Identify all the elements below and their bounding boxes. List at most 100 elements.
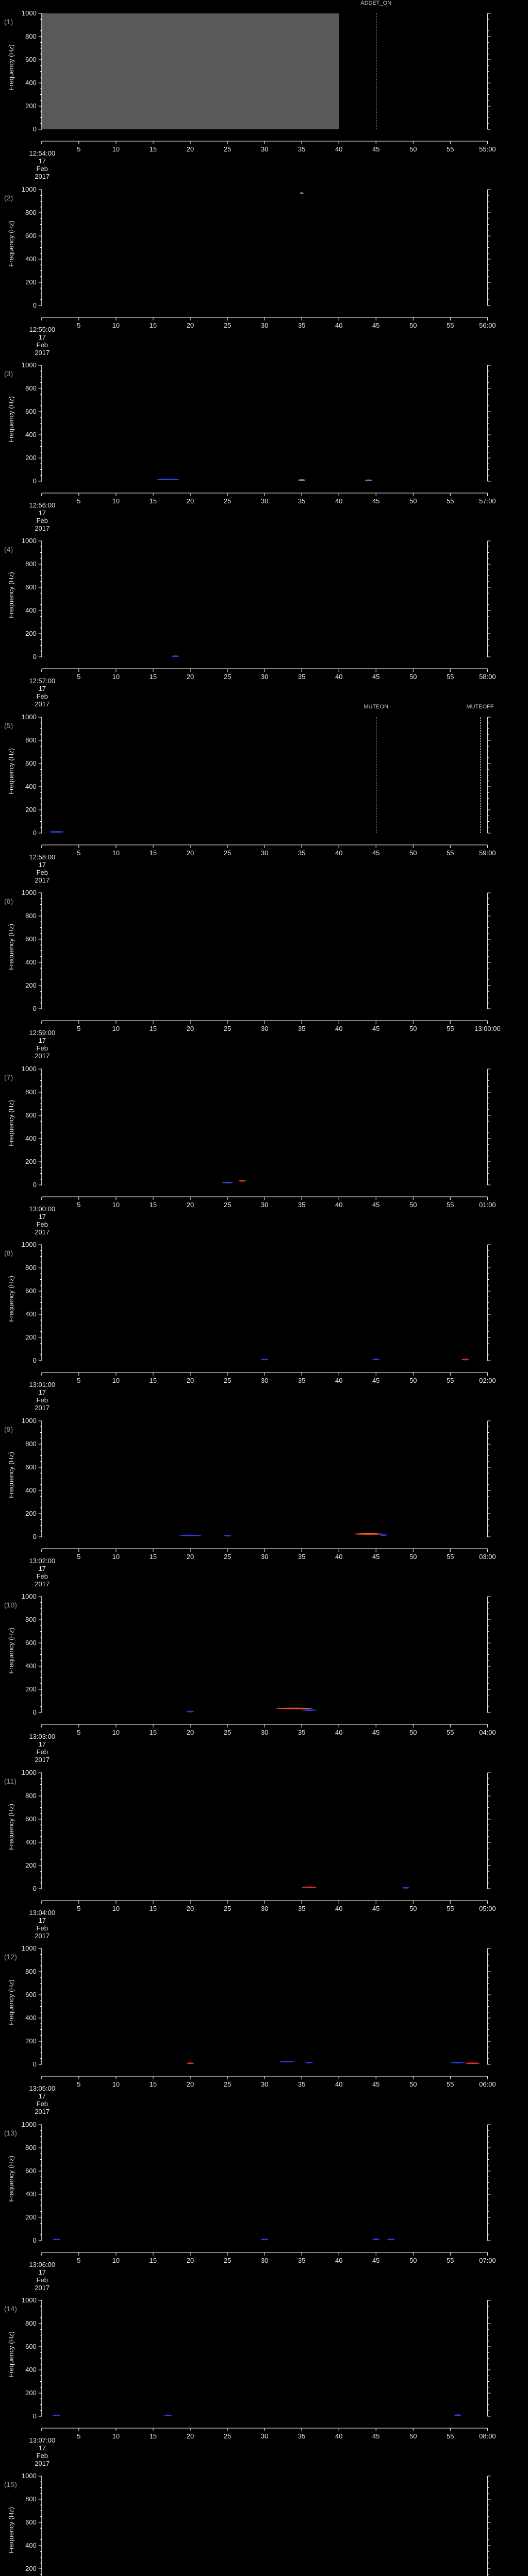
svg-text:25: 25 <box>224 1377 231 1384</box>
svg-text:15: 15 <box>150 673 157 681</box>
svg-text:55: 55 <box>447 497 454 505</box>
svg-text:45: 45 <box>372 2257 380 2264</box>
svg-text:45: 45 <box>372 321 380 329</box>
svg-text:0: 0 <box>33 1005 37 1012</box>
svg-text:800: 800 <box>25 1264 37 1272</box>
svg-text:45: 45 <box>372 497 380 505</box>
svg-text:400: 400 <box>25 2366 37 2374</box>
svg-text:15: 15 <box>150 145 157 153</box>
svg-text:20: 20 <box>187 321 194 329</box>
svg-text:10: 10 <box>112 145 120 153</box>
svg-text:30: 30 <box>261 849 268 857</box>
svg-text:15: 15 <box>150 849 157 857</box>
svg-text:56:00: 56:00 <box>479 321 496 329</box>
svg-text:1000: 1000 <box>22 2121 37 2128</box>
svg-text:30: 30 <box>261 1377 268 1384</box>
svg-text:400: 400 <box>25 79 37 87</box>
svg-text:20: 20 <box>187 1728 194 1736</box>
svg-text:06:00: 06:00 <box>479 2080 496 2088</box>
svg-text:20: 20 <box>187 673 194 681</box>
svg-text:10: 10 <box>112 321 120 329</box>
svg-text:20: 20 <box>187 1201 194 1209</box>
svg-text:30: 30 <box>261 145 268 153</box>
svg-text:400: 400 <box>25 2014 37 2022</box>
svg-text:55: 55 <box>447 2257 454 2264</box>
svg-text:20: 20 <box>187 2080 194 2088</box>
svg-text:50: 50 <box>409 1905 417 1912</box>
svg-text:50: 50 <box>409 1025 417 1032</box>
svg-text:40: 40 <box>335 2257 342 2264</box>
svg-text:25: 25 <box>224 1553 231 1561</box>
svg-text:35: 35 <box>298 2080 305 2088</box>
svg-text:5: 5 <box>77 1025 80 1032</box>
svg-text:30: 30 <box>261 1553 268 1561</box>
svg-text:25: 25 <box>224 2432 231 2440</box>
svg-text:59:00: 59:00 <box>479 849 496 857</box>
svg-text:600: 600 <box>25 232 37 240</box>
svg-text:400: 400 <box>25 431 37 438</box>
svg-text:600: 600 <box>25 2518 37 2526</box>
svg-text:400: 400 <box>25 606 37 614</box>
svg-text:45: 45 <box>372 1553 380 1561</box>
svg-text:45: 45 <box>372 1025 380 1032</box>
svg-text:55: 55 <box>447 1728 454 1736</box>
svg-text:400: 400 <box>25 958 37 966</box>
svg-text:30: 30 <box>261 2080 268 2088</box>
svg-text:1000: 1000 <box>22 1065 37 1073</box>
svg-text:35: 35 <box>298 1025 305 1032</box>
svg-text:200: 200 <box>25 1333 37 1341</box>
svg-text:10: 10 <box>112 1201 120 1209</box>
svg-text:40: 40 <box>335 497 342 505</box>
svg-text:800: 800 <box>25 2144 37 2151</box>
svg-text:800: 800 <box>25 1616 37 1623</box>
svg-text:50: 50 <box>409 2257 417 2264</box>
svg-text:10: 10 <box>112 1728 120 1736</box>
svg-text:600: 600 <box>25 1287 37 1295</box>
svg-text:55: 55 <box>447 145 454 153</box>
svg-text:15: 15 <box>150 1025 157 1032</box>
svg-text:40: 40 <box>335 1553 342 1561</box>
svg-text:5: 5 <box>77 2432 80 2440</box>
svg-text:200: 200 <box>25 2213 37 2221</box>
svg-text:15: 15 <box>150 1201 157 1209</box>
svg-text:03:00: 03:00 <box>479 1553 496 1561</box>
svg-text:35: 35 <box>298 2257 305 2264</box>
svg-text:1000: 1000 <box>22 1944 37 1952</box>
svg-text:15: 15 <box>150 1905 157 1912</box>
svg-text:800: 800 <box>25 32 37 40</box>
svg-text:45: 45 <box>372 1201 380 1209</box>
svg-text:600: 600 <box>25 1463 37 1471</box>
svg-text:5: 5 <box>77 1201 80 1209</box>
svg-text:0: 0 <box>33 2236 37 2244</box>
svg-text:40: 40 <box>335 673 342 681</box>
svg-text:55: 55 <box>447 2432 454 2440</box>
svg-text:55: 55 <box>447 321 454 329</box>
svg-text:800: 800 <box>25 209 37 216</box>
svg-text:200: 200 <box>25 2037 37 2045</box>
svg-text:58:00: 58:00 <box>479 673 496 681</box>
svg-text:1000: 1000 <box>22 1417 37 1425</box>
svg-text:800: 800 <box>25 1088 37 1096</box>
svg-text:45: 45 <box>372 1905 380 1912</box>
svg-text:200: 200 <box>25 1685 37 1693</box>
svg-text:200: 200 <box>25 630 37 637</box>
svg-text:30: 30 <box>261 321 268 329</box>
svg-text:200: 200 <box>25 278 37 286</box>
svg-text:45: 45 <box>372 1377 380 1384</box>
svg-text:5: 5 <box>77 145 80 153</box>
svg-text:10: 10 <box>112 1553 120 1561</box>
svg-text:40: 40 <box>335 1025 342 1032</box>
svg-text:35: 35 <box>298 1201 305 1209</box>
svg-text:50: 50 <box>409 497 417 505</box>
svg-text:600: 600 <box>25 408 37 415</box>
svg-text:20: 20 <box>187 849 194 857</box>
svg-text:15: 15 <box>150 2432 157 2440</box>
svg-text:50: 50 <box>409 1553 417 1561</box>
svg-text:1000: 1000 <box>22 2296 37 2304</box>
svg-text:45: 45 <box>372 673 380 681</box>
svg-text:800: 800 <box>25 1440 37 1448</box>
svg-text:0: 0 <box>33 1533 37 1540</box>
svg-text:40: 40 <box>335 1905 342 1912</box>
svg-text:13:00:00: 13:00:00 <box>474 1025 501 1032</box>
svg-text:40: 40 <box>335 1728 342 1736</box>
